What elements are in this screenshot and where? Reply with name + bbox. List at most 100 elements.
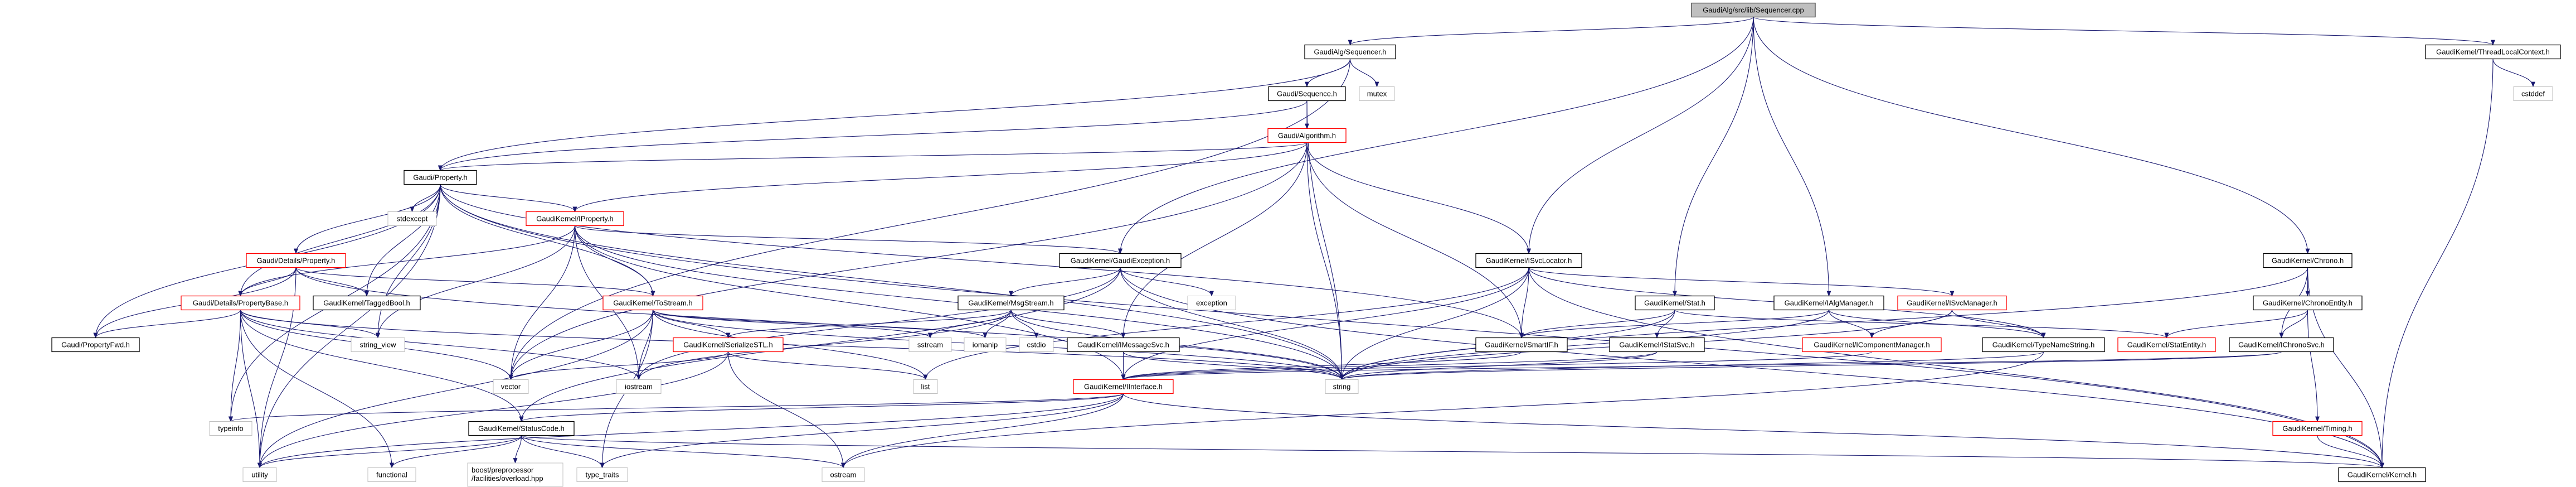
node-propbase[interactable]: Gaudi/Details/PropertyBase.h [181,295,300,311]
node-icompmanager[interactable]: GaudiKernel/IComponentManager.h [1802,337,1942,353]
node-smartif[interactable]: GaudiKernel/SmartIF.h [1475,337,1568,353]
node-isvcmanager[interactable]: GaudiKernel/ISvcManager.h [1897,295,2007,311]
node-taggedbool[interactable]: GaudiKernel/TaggedBool.h [313,295,421,311]
edge-propbase-to-typeinfo [229,310,241,422]
node-label: GaudiKernel/IInterface.h [1084,383,1163,391]
edge-serializestl-to-ostream [727,351,845,469]
node-label: cstdio [1027,341,1046,349]
node-statuscode[interactable]: GaudiKernel/StatusCode.h [468,421,575,436]
node-string: string [1325,379,1359,394]
node-label: GaudiKernel/IMessageSvc.h [1077,341,1169,349]
node-chronoentity[interactable]: GaudiKernel/ChronoEntity.h [2253,295,2363,311]
node-label: GaudiKernel/MsgStream.h [968,299,1053,307]
node-label: GaudiKernel/ThreadLocalContext.h [2436,48,2550,56]
edge-cpp-to-isvclocator [1527,17,1754,254]
edge-tostream-to-sstream [652,310,932,339]
node-cpp[interactable]: GaudiAlg/src/lib/Sequencer.cpp [1691,2,1816,18]
node-kernel[interactable]: GaudiKernel/Kernel.h [2338,467,2426,483]
node-cstdio: cstdio [1019,337,1054,352]
node-algorithm[interactable]: Gaudi/Algorithm.h [1267,128,1347,143]
node-label: Gaudi/Algorithm.h [1278,132,1336,140]
edge-stat-to-statentity [1674,310,2169,339]
edge-isvclocator-to-iinterface [1121,267,1529,380]
edge-statuscode-to-boost [513,435,522,464]
node-box [2272,421,2363,436]
edge-detprop-to-propbase [238,267,297,297]
node-chrono[interactable]: GaudiKernel/Chrono.h [2263,253,2353,268]
node-label: GaudiKernel/SerializeSTL.h [683,341,772,349]
node-statentity[interactable]: GaudiKernel/StatEntity.h [2117,337,2216,353]
node-property[interactable]: Gaudi/Property.h [404,170,477,185]
node-tostream[interactable]: GaudiKernel/ToStream.h [602,295,703,311]
node-label: stdexcept [397,215,428,223]
node-label: GaudiKernel/Timing.h [2282,425,2352,433]
node-label: string_view [359,341,396,349]
node-stat[interactable]: GaudiKernel/Stat.h [1635,295,1715,311]
node-propfwd[interactable]: Gaudi/PropertyFwd.h [51,337,140,353]
node-gaudiexc[interactable]: GaudiKernel/GaudiException.h [1059,253,1182,268]
node-box [1691,2,1816,18]
node-label: GaudiKernel/IStatSvc.h [1619,341,1694,349]
edge-cpp-to-stat [1673,17,1754,297]
node-isvclocator[interactable]: GaudiKernel/ISvcLocator.h [1475,253,1582,268]
node-label: GaudiKernel/IAlgManager.h [1785,299,1874,307]
node-box [51,337,140,353]
node-label: GaudiKernel/ISvcLocator.h [1486,257,1572,265]
node-label: boost/preprocessor/facilities/overload.h… [472,466,543,483]
edge-iinterface-to-kernel [1122,393,2384,469]
node-box [1635,295,1715,311]
node-box [822,467,865,482]
node-detprop[interactable]: Gaudi/Details/Property.h [246,253,346,268]
node-istatsvc[interactable]: GaudiKernel/IStatSvc.h [1609,337,1705,353]
edge-property-to-propbase [238,184,441,297]
node-typenamestring[interactable]: GaudiKernel/TypeNameString.h [1982,337,2105,353]
node-box [2425,44,2561,60]
edge-msgstream-to-iomanip [983,310,1012,339]
node-box [913,379,938,394]
edge-sequence-to-property [438,100,1308,171]
edge-gaudiexc-to-exception [1120,267,1214,297]
edge-cpp-to-ialgmanager [1753,17,1831,297]
edge-ialgmanager-to-string [1339,310,1830,380]
edge-property-to-taggedbool [364,184,441,297]
edge-algorithm-to-smartif [1306,142,1524,339]
edge-isvclocator-to-isvcmanager [1528,267,1955,297]
edge-statuscode-to-ostream [521,435,845,469]
node-label: iomanip [973,341,998,349]
node-label: typeinfo [218,425,244,433]
edge-tostream-to-utility [257,310,654,469]
node-sequence[interactable]: Gaudi/Sequence.h [1268,86,1346,102]
node-box [404,170,477,185]
node-label: utility [251,471,268,479]
edge-tostream-to-list [652,310,928,380]
node-sstream: sstream [908,337,952,352]
node-seqh[interactable]: GaudiAlg/Sequencer.h [1304,44,1396,60]
node-threadlocal[interactable]: GaudiKernel/ThreadLocalContext.h [2425,44,2561,60]
edge-msgstream-to-imessagesvc [1010,310,1126,339]
node-label: vector [501,383,521,391]
node-box [673,337,784,353]
node-serializestl[interactable]: GaudiKernel/SerializeSTL.h [673,337,784,353]
node-box [2263,253,2353,268]
edge-property-to-kernel [440,184,2384,469]
node-box [1073,379,1174,394]
node-iproperty[interactable]: GaudiKernel/IProperty.h [526,211,624,226]
node-msgstream[interactable]: GaudiKernel/MsgStream.h [958,295,1065,311]
node-iinterface[interactable]: GaudiKernel/IInterface.h [1073,379,1174,394]
node-box [209,421,252,436]
node-type_traits: type_traits [576,467,628,482]
node-box [964,337,1007,352]
node-label: GaudiKernel/TypeNameString.h [1992,341,2095,349]
edge-gaudiexc-to-msgstream [1009,267,1121,297]
node-ialgmanager[interactable]: GaudiKernel/IAlgManager.h [1773,295,1884,311]
edge-chrono-to-string [1339,267,2308,380]
node-ichronosvc[interactable]: GaudiKernel/IChronoSvc.h [2229,337,2334,353]
node-box [1268,86,1346,102]
node-box [242,467,277,482]
node-imessagesvc[interactable]: GaudiKernel/IMessageSvc.h [1067,337,1180,353]
edge-seqh-to-property [438,59,1351,171]
edge-property-to-detprop [294,184,441,254]
node-cstddef: cstddef [2513,86,2553,101]
node-timing[interactable]: GaudiKernel/Timing.h [2272,421,2363,436]
edge-statuscode-to-functional [390,435,522,469]
